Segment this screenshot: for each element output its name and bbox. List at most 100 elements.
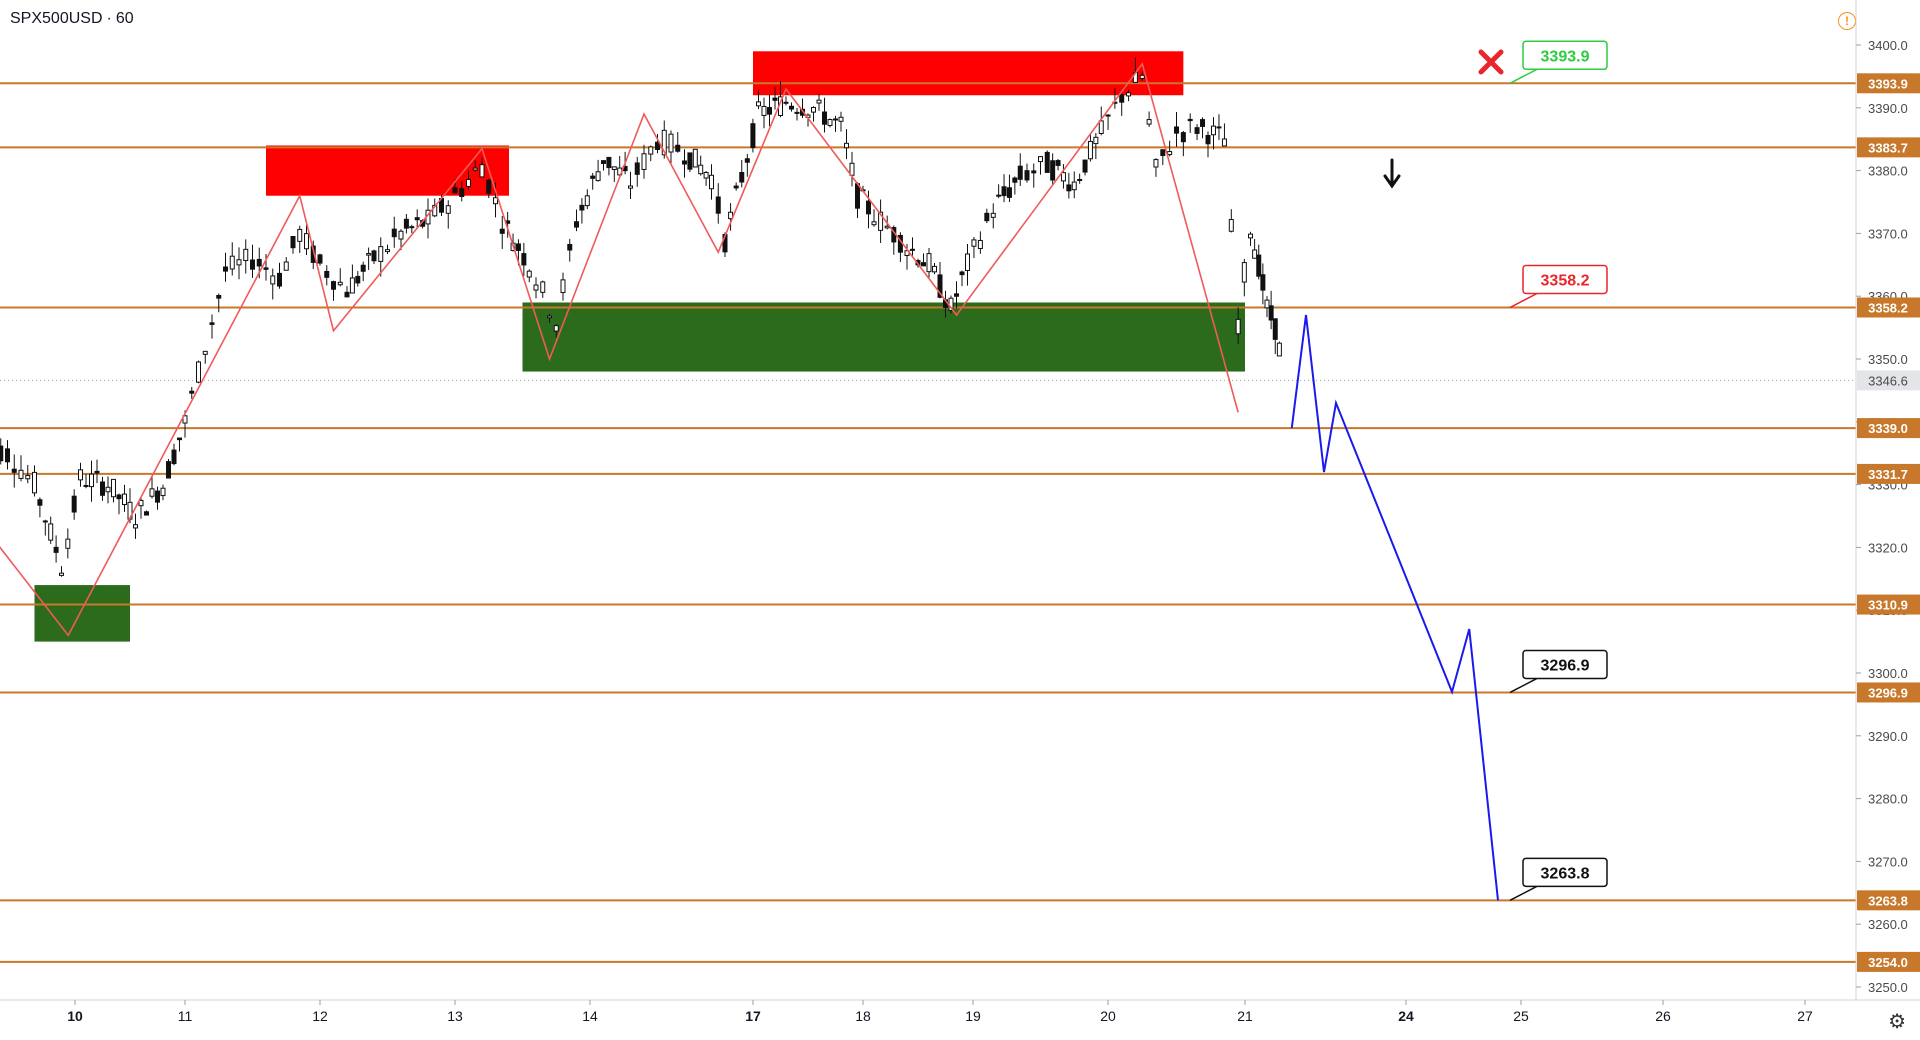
candle-body [750, 123, 756, 149]
candle-body [189, 390, 195, 394]
candle-body [628, 185, 633, 189]
gear-icon[interactable]: ⚙ [1888, 1011, 1906, 1033]
callout-box-3 [1522, 857, 1608, 888]
candle-body [243, 248, 249, 262]
callout-pointer-0 [1509, 68, 1538, 84]
x-tick-label: 21 [1237, 1008, 1253, 1024]
candle-body [574, 221, 579, 228]
y-tick-label: 3280.0 [1868, 792, 1908, 807]
candle-body [816, 99, 822, 104]
y-tick-label: 3300.0 [1868, 666, 1908, 681]
candle-body [216, 294, 222, 299]
level-tag-0 [1857, 73, 1920, 94]
candle-body [250, 259, 255, 270]
candle-body [1055, 160, 1061, 166]
candle-body [1153, 159, 1159, 168]
x-tick-label: 24 [1398, 1008, 1414, 1024]
candle-body [479, 164, 485, 178]
candle-body [1082, 159, 1088, 173]
candle-body [1017, 165, 1023, 180]
candle-body [398, 230, 404, 240]
current-price-tag [1857, 370, 1920, 391]
candle-body [355, 275, 361, 284]
level-tag-label-1: 3383.7 [1868, 140, 1908, 155]
candle-body [1066, 184, 1072, 192]
x-tick-label: 17 [745, 1008, 761, 1024]
candle-body [661, 129, 667, 156]
candle-body [166, 461, 171, 479]
candle-body [1001, 186, 1007, 197]
projection-path [1290, 314, 1499, 901]
candle-body [1024, 170, 1030, 181]
candle-body [1050, 160, 1056, 181]
candle-body [567, 244, 573, 251]
candle-body [584, 195, 590, 207]
candle-body [100, 481, 105, 496]
y-tick-label: 3270.0 [1868, 854, 1908, 869]
x-tick-label: 10 [67, 1008, 83, 1024]
candle-body [360, 264, 366, 272]
candle-body [1228, 219, 1234, 232]
candle-body [1105, 114, 1111, 117]
candle-body [290, 236, 296, 249]
horizontal-levels [0, 82, 1856, 963]
candle-body [833, 118, 838, 121]
price-axis: 3250.0 3260.0 3270.0 3280.0 3290.0 3300.0 3310… [1855, 0, 1920, 1000]
candle-body [822, 111, 827, 125]
candle-body [229, 255, 235, 270]
candle-body [71, 495, 77, 513]
candle-body [182, 415, 188, 424]
candle-body [283, 261, 289, 271]
candle-body [138, 499, 144, 507]
level-tag-label-0: 3393.9 [1868, 76, 1908, 91]
candle-body [270, 275, 276, 285]
candle-body [954, 293, 959, 297]
candle-body [94, 470, 100, 474]
current-price-label: 3346.6 [1868, 373, 1908, 388]
candle-body [579, 204, 585, 211]
candle-body [687, 152, 693, 170]
candle-body [1077, 178, 1083, 181]
callout-label-2: 3296.9 [1541, 657, 1590, 674]
candle-body [445, 205, 451, 214]
x-tick-label: 11 [178, 1008, 193, 1024]
candle-body [499, 228, 505, 234]
candle-body [385, 249, 390, 253]
candle-body [977, 239, 983, 249]
candle-body [493, 197, 498, 205]
candle-body [1252, 249, 1258, 259]
candle-body [1260, 274, 1266, 291]
time-axis: 10 11 12 13 14 17 18 19 20 21 24 25 26 27 [0, 999, 1920, 1024]
candle-body [1060, 172, 1066, 182]
candle-body [811, 107, 816, 113]
candle-body [595, 171, 601, 182]
candle-body [0, 445, 4, 462]
candle-body [756, 101, 761, 107]
resistance-zone-0 [266, 145, 509, 196]
y-tick-label: 3320.0 [1868, 540, 1908, 555]
candle-body [641, 153, 647, 170]
candle-body [1221, 138, 1227, 147]
callout-label-1: 3358.2 [1541, 273, 1590, 290]
cross-icon [1478, 49, 1504, 75]
candle-body [884, 225, 890, 229]
candle-body [703, 172, 709, 179]
projection-line [1290, 314, 1499, 901]
candle-body [324, 270, 330, 278]
candle-body [65, 538, 71, 549]
candle-body [878, 211, 884, 231]
candle-body [223, 266, 228, 272]
candle-body [155, 490, 160, 503]
zigzag-path [0, 62, 1239, 637]
candle-body [1235, 318, 1241, 335]
candle-body [971, 239, 977, 247]
level-tag-8 [1857, 951, 1920, 972]
candle-body [378, 246, 384, 262]
candle-body [648, 146, 654, 155]
candle-body [48, 523, 54, 541]
candle-body [675, 144, 681, 152]
candle-body [698, 164, 704, 175]
candle-body [1194, 127, 1200, 134]
candle-body [937, 274, 943, 298]
